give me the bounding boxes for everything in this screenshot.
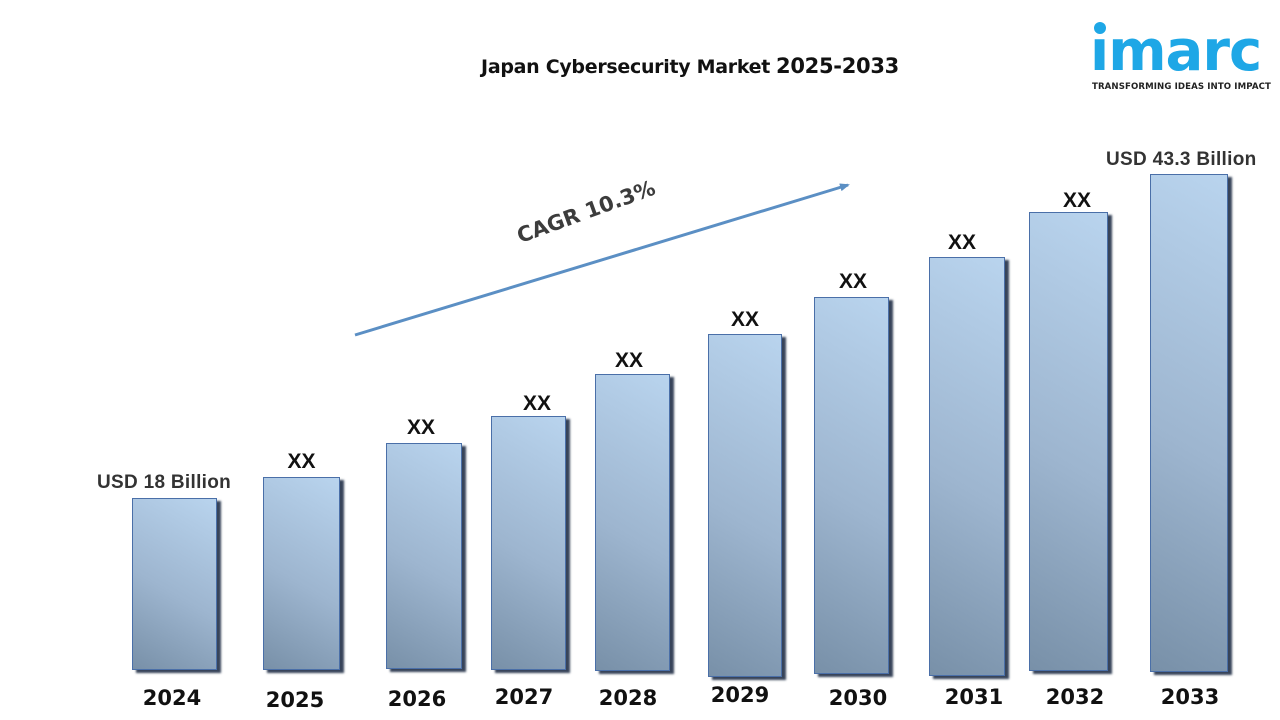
year-label-2028: 2028 (598, 686, 658, 710)
bar-2026 (386, 443, 462, 669)
bar-2031 (929, 257, 1005, 676)
bar-2029 (708, 334, 782, 677)
chart-title-main: Japan Cybersecurity Market (481, 56, 771, 78)
chart-title: Japan Cybersecurity Market 2025-2033 (470, 54, 910, 78)
bar-2033 (1150, 174, 1228, 672)
year-label-2027: 2027 (494, 685, 554, 709)
bar-2025 (263, 477, 340, 670)
value-label-2030: XX (838, 270, 867, 293)
year-label-2029: 2029 (710, 683, 770, 707)
value-label-2032: XX (1062, 189, 1091, 212)
year-label-2030: 2030 (828, 686, 888, 710)
value-label-2024: USD 18 Billion (97, 472, 232, 493)
year-label-2026: 2026 (387, 687, 447, 711)
bar-2024 (132, 498, 217, 670)
value-label-2028: XX (614, 349, 643, 372)
value-label-2027: XX (522, 392, 551, 415)
value-label-2026: XX (406, 416, 435, 439)
cagr-label: CAGR 10.3% (513, 175, 659, 248)
value-label-2029: XX (730, 308, 759, 331)
logo-tagline: TRANSFORMING IDEAS INTO IMPACT (1092, 82, 1271, 92)
year-label-2033: 2033 (1160, 685, 1220, 709)
year-label-2031: 2031 (944, 685, 1004, 709)
logo-wordmark: ımarc (1090, 19, 1262, 84)
value-label-2031: XX (947, 231, 976, 254)
logo-dot-icon (1094, 22, 1106, 34)
chart-title-years: 2025-2033 (776, 54, 899, 78)
value-label-2033: USD 43.3 Billion (1106, 149, 1257, 170)
bar-2032 (1029, 212, 1108, 671)
year-label-2032: 2032 (1045, 685, 1105, 709)
bar-2027 (491, 416, 566, 670)
bar-2030 (814, 297, 889, 674)
year-label-2025: 2025 (265, 688, 325, 712)
value-label-2025: XX (287, 450, 316, 473)
year-label-2024: 2024 (142, 686, 202, 710)
bar-2028 (595, 374, 670, 671)
imarc-logo: ımarc TRANSFORMING IDEAS INTO IMPACT (1088, 18, 1271, 98)
